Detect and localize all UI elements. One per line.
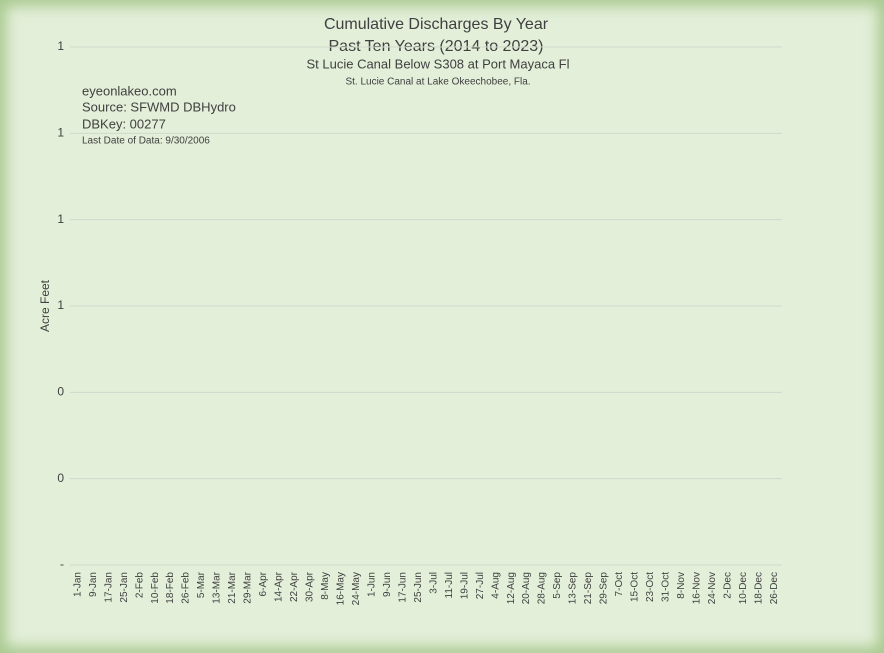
x-tick-label: 6-Apr xyxy=(258,571,269,596)
x-tick-label: 22-Apr xyxy=(289,571,300,602)
x-tick-label: 25-Jan xyxy=(119,572,130,603)
x-tick-label: 17-Jun xyxy=(397,572,408,603)
x-tick-label: 9-Jan xyxy=(88,572,99,597)
chart-title: Cumulative Discharges By Year xyxy=(324,16,549,33)
x-tick-label: 7-Oct xyxy=(614,572,625,597)
x-tick-label: 10-Feb xyxy=(150,572,161,604)
x-tick-label: 8-May xyxy=(320,572,331,600)
x-tick-label: 18-Dec xyxy=(753,572,764,604)
annotation: eyeonlakeo.com xyxy=(82,83,177,98)
x-tick-label: 27-Jul xyxy=(475,572,486,599)
x-tick-label: 26-Feb xyxy=(181,572,192,604)
x-tick-label: 18-Feb xyxy=(165,572,176,604)
y-axis-label: Acre Feet xyxy=(38,279,52,332)
x-tick-label: 24-May xyxy=(351,572,362,605)
y-tick-label: 1 xyxy=(57,39,64,53)
x-tick-label: 8-Nov xyxy=(676,572,687,599)
subtitle: St. Lucie Canal at Lake Okeechobee, Fla. xyxy=(345,77,530,88)
x-tick-label: 21-Mar xyxy=(227,571,238,603)
y-tick-label: 0 xyxy=(57,471,64,485)
x-tick-label: 16-Nov xyxy=(692,572,703,604)
x-tick-label: 10-Dec xyxy=(738,572,749,604)
x-tick-label: 16-May xyxy=(336,572,347,605)
x-tick-label: 20-Aug xyxy=(521,572,532,604)
x-tick-label: 24-Nov xyxy=(707,572,718,604)
x-tick-label: 1-Jan xyxy=(72,572,83,597)
x-tick-label: 25-Jun xyxy=(413,572,424,603)
y-tick-label: 1 xyxy=(57,126,64,140)
annotation: DBKey: 00277 xyxy=(82,116,166,131)
x-tick-label: 5-Mar xyxy=(196,571,207,598)
x-tick-label: 13-Mar xyxy=(212,571,223,603)
x-tick-label: 2-Dec xyxy=(722,572,733,599)
y-tick-label: 1 xyxy=(57,212,64,226)
x-tick-label: 15-Oct xyxy=(630,572,641,602)
x-tick-label: 4-Aug xyxy=(490,572,501,599)
subtitle: St Lucie Canal Below S308 at Port Mayaca… xyxy=(306,56,569,71)
x-tick-label: 29-Sep xyxy=(599,572,610,605)
x-tick-label: 11-Jul xyxy=(444,572,455,599)
x-tick-label: 31-Oct xyxy=(661,572,672,602)
y-tick-label: 0 xyxy=(57,385,64,399)
x-tick-label: 17-Jan xyxy=(103,572,114,603)
x-tick-label: 13-Sep xyxy=(568,572,579,605)
x-tick-label: 14-Apr xyxy=(274,571,285,602)
x-tick-label: 2-Feb xyxy=(134,572,145,599)
x-tick-label: 9-Jun xyxy=(382,572,393,597)
y-tick-label: - xyxy=(60,557,64,571)
x-tick-label: 23-Oct xyxy=(645,572,656,602)
annotation: Last Date of Data: 9/30/2006 xyxy=(82,136,210,147)
x-tick-label: 3-Jul xyxy=(428,572,439,594)
x-tick-label: 12-Aug xyxy=(506,572,517,604)
x-tick-label: 26-Dec xyxy=(769,572,780,604)
x-tick-label: 30-Apr xyxy=(305,571,316,602)
x-tick-label: 1-Jun xyxy=(366,572,377,597)
x-tick-label: 28-Aug xyxy=(537,572,548,604)
x-tick-label: 21-Sep xyxy=(583,572,594,605)
x-tick-label: 5-Sep xyxy=(552,572,563,599)
annotation: Source: SFWMD DBHydro xyxy=(82,99,236,114)
x-tick-label: 19-Jul xyxy=(459,572,470,599)
y-tick-label: 1 xyxy=(57,298,64,312)
x-tick-label: 29-Mar xyxy=(243,571,254,603)
